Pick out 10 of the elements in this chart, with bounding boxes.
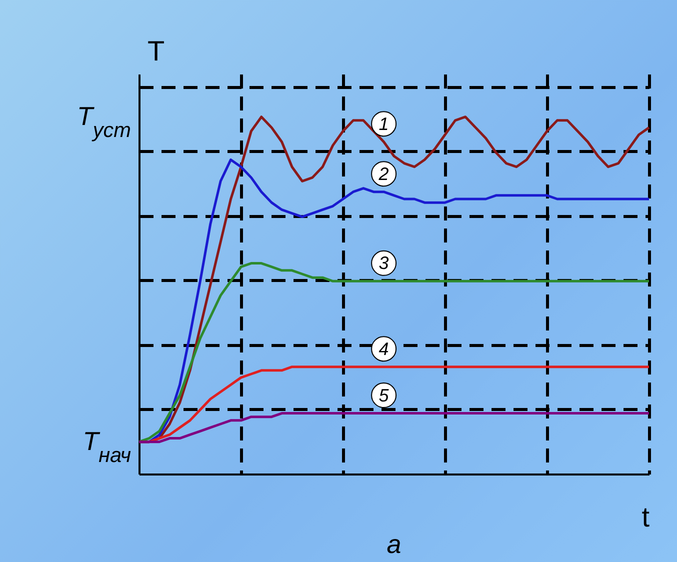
series-label: 1 (378, 114, 389, 134)
text: a (386, 529, 402, 559)
series-label: 3 (378, 253, 389, 274)
x-axis-title: t (642, 502, 650, 532)
y-axis-title: T (148, 36, 165, 66)
text: T$_{нач}$ (82, 426, 132, 466)
series-label: 2 (378, 164, 389, 184)
series-label: 5 (378, 385, 390, 406)
series-label: 4 (378, 338, 389, 359)
text: T$_{уст}$ (76, 100, 131, 142)
